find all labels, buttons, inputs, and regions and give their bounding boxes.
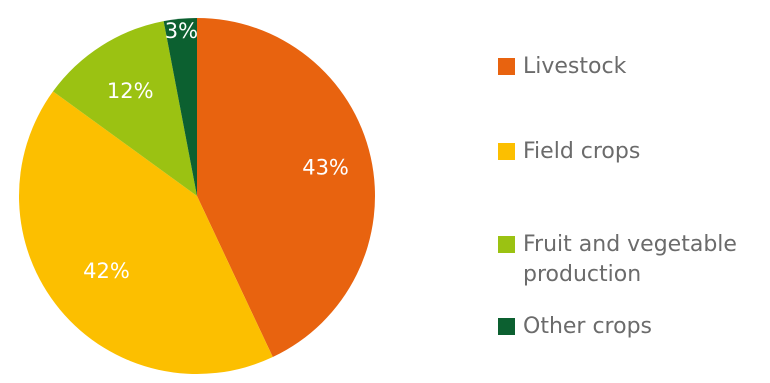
legend-label-livestock: Livestock xyxy=(523,54,627,79)
legend-item-other-crops: Other crops xyxy=(498,312,652,342)
pie-label-fruit-vegetable: 12% xyxy=(107,79,154,103)
pie-slice-fruit-vegetable xyxy=(52,21,197,197)
pie-chart: 43% 42% 12% 3% xyxy=(18,18,376,375)
legend-swatch-livestock xyxy=(498,58,515,75)
legend-item-field-crops: Field crops xyxy=(498,137,640,167)
pie-label-field-crops: 42% xyxy=(83,259,130,283)
legend-label-fruit-vegetable: Fruit and vegetable production xyxy=(523,232,737,287)
pie-label-other-crops: 3% xyxy=(165,19,198,43)
pie-slice-livestock xyxy=(197,18,376,358)
legend-swatch-fruit-vegetable xyxy=(498,236,515,253)
legend-label-field-crops: Field crops xyxy=(523,139,641,164)
legend-label-other-crops: Other crops xyxy=(523,314,653,339)
legend: Livestock Field crops Fruit and vegetabl… xyxy=(498,0,770,383)
legend-swatch-other-crops xyxy=(498,318,515,335)
pie-label-livestock: 43% xyxy=(302,155,349,179)
legend-item-livestock: Livestock xyxy=(498,52,626,82)
legend-item-fruit-vegetable: Fruit and vegetable production xyxy=(498,230,737,290)
pie-slice-other-crops xyxy=(163,18,197,196)
pie-slice-field-crops xyxy=(18,91,273,375)
legend-swatch-field-crops xyxy=(498,143,515,160)
